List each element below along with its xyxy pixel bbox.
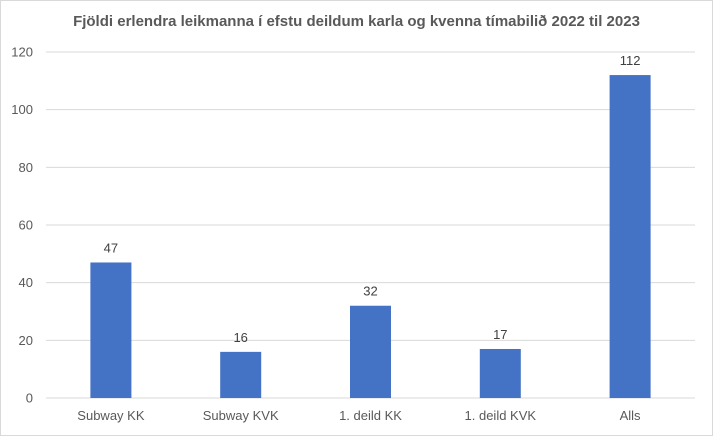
y-tick-label: 40 <box>19 275 33 290</box>
x-tick-label: 1. deild KK <box>339 408 402 423</box>
bar <box>609 75 651 399</box>
y-tick-label: 80 <box>19 160 33 175</box>
x-axis-ticks: Subway KK Subway KVK 1. deild KK 1. deild K… <box>77 408 641 423</box>
y-tick-label: 20 <box>19 333 33 348</box>
y-axis-ticks: 0 20 40 60 80 100 120 <box>11 45 33 406</box>
data-label: 16 <box>233 330 247 345</box>
y-tick-label: 0 <box>26 391 33 406</box>
x-tick-label: Alls <box>620 408 641 423</box>
bar <box>350 305 391 398</box>
x-tick-label: 1. deild KVK <box>465 408 537 423</box>
x-tick-label: Subway KK <box>77 408 145 423</box>
bar <box>220 351 262 398</box>
data-label: 32 <box>363 284 377 299</box>
data-label: 112 <box>620 53 641 68</box>
bars <box>90 75 651 399</box>
y-tick-label: 120 <box>11 45 33 60</box>
gridlines <box>46 51 695 399</box>
chart-title: Fjöldi erlendra leikmanna í efstu deildu… <box>73 13 640 30</box>
data-label: 17 <box>493 327 507 342</box>
y-tick-label: 100 <box>11 102 33 117</box>
bar <box>90 262 132 398</box>
data-labels: 47 16 32 17 112 <box>104 53 641 345</box>
data-label: 47 <box>104 240 118 255</box>
bar <box>479 348 521 398</box>
x-tick-label: Subway KVK <box>203 408 279 423</box>
y-tick-label: 60 <box>19 218 33 233</box>
